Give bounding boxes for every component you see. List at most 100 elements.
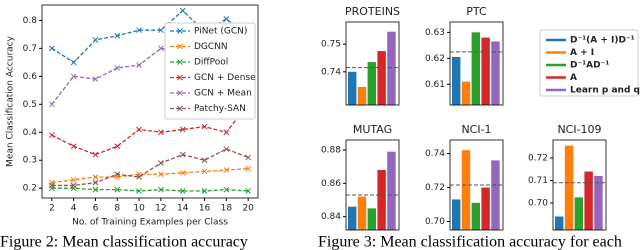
bar [377, 170, 386, 230]
y-tick-label: 0.71 [528, 176, 548, 186]
marker [48, 101, 55, 108]
bar [357, 196, 367, 230]
y-tick-label: 0.70 [528, 199, 548, 209]
marker [179, 169, 186, 176]
bar [367, 62, 377, 105]
legend-box [164, 22, 256, 120]
bar [491, 160, 500, 230]
marker [92, 151, 99, 158]
marker [201, 188, 208, 194]
x-tick-label: 12 [155, 204, 166, 214]
chart-title: PTC [466, 5, 487, 18]
marker [92, 174, 99, 180]
x-tick-label: 8 [114, 204, 120, 214]
bar [594, 176, 603, 230]
marker [177, 59, 183, 65]
marker [114, 32, 121, 39]
marker [177, 90, 183, 96]
bar [461, 81, 471, 105]
legend-label: A + I [570, 48, 594, 58]
marker [48, 132, 55, 138]
series-line [51, 148, 249, 187]
series-line [51, 167, 249, 184]
legend-box [539, 29, 639, 97]
marker [177, 43, 183, 50]
y-tick-label: 0.2 [23, 184, 37, 194]
marker [179, 151, 186, 158]
bar [357, 87, 367, 105]
y-tick-label: 0.62 [425, 54, 445, 64]
marker [70, 59, 77, 66]
bar [367, 208, 377, 230]
y-tick-label: 0.70 [425, 217, 445, 227]
bar [564, 145, 574, 230]
y-tick-label: 0.75 [321, 40, 341, 50]
y-tick-label: 0.84 [321, 212, 341, 222]
bar [347, 206, 357, 230]
x-tick-label: 16 [199, 204, 211, 214]
marker [136, 27, 142, 34]
x-axis-label: No. of Training Examples per Class [72, 218, 228, 228]
legend-label: DiffPool [194, 58, 228, 68]
y-tick-label: 0.8 [23, 16, 38, 26]
y-tick-label: 0.86 [321, 179, 341, 189]
marker [70, 176, 77, 183]
marker [136, 188, 142, 194]
marker [245, 188, 252, 194]
y-tick-label: 0.3 [23, 156, 37, 166]
marker [92, 186, 99, 193]
marker [201, 157, 208, 164]
y-tick-label: 0.4 [23, 128, 38, 138]
legend-label: PiNet (GCN) [194, 27, 247, 37]
legend-label: D⁻¹AD⁻¹ [570, 61, 609, 71]
plot-frame [345, 139, 400, 231]
marker [70, 73, 77, 80]
y-axis-label: Mean Classification Accuracy [6, 35, 16, 167]
marker [201, 168, 208, 175]
marker [245, 165, 252, 172]
marker [158, 45, 164, 52]
marker [136, 126, 142, 133]
marker [158, 171, 164, 178]
bar [471, 202, 481, 230]
bar [387, 151, 396, 230]
x-tick-label: 6 [93, 204, 99, 214]
series-line [51, 187, 249, 192]
marker [179, 126, 186, 133]
legend-label: DGCNN [194, 42, 228, 52]
marker [177, 105, 183, 112]
bar [451, 57, 461, 105]
bar [574, 197, 584, 230]
bar [554, 216, 564, 230]
bar [481, 187, 490, 230]
plot-frame [449, 21, 504, 106]
y-tick-label: 0.5 [23, 100, 37, 110]
marker [158, 129, 164, 136]
y-tick-label: 0.72 [425, 183, 445, 193]
y-tick-label: 0.63 [425, 28, 445, 38]
x-tick-label: 18 [221, 204, 233, 214]
bar [584, 171, 593, 230]
marker [70, 182, 77, 189]
bar [471, 32, 481, 105]
marker [179, 188, 186, 194]
marker [92, 37, 99, 43]
legend-label: A [570, 73, 577, 83]
bar [461, 150, 471, 230]
marker [92, 179, 99, 186]
marker [48, 45, 55, 52]
chart-title: NCI-109 [557, 123, 601, 136]
chart-title: MUTAG [353, 123, 392, 136]
x-tick-label: 2 [49, 204, 55, 214]
y-tick-label: 0.88 [321, 146, 341, 156]
marker [223, 146, 230, 152]
bar [481, 37, 490, 105]
legend-label: Patchy-SAN [194, 104, 246, 114]
chart-title: NCI-1 [461, 123, 491, 136]
marker [179, 7, 186, 14]
y-tick-label: 0.7 [23, 44, 37, 54]
marker [223, 129, 230, 136]
chart-title: PROTEINS [345, 5, 400, 18]
y-tick-label: 0.72 [528, 154, 548, 164]
y-tick-label: 0.74 [425, 149, 445, 159]
